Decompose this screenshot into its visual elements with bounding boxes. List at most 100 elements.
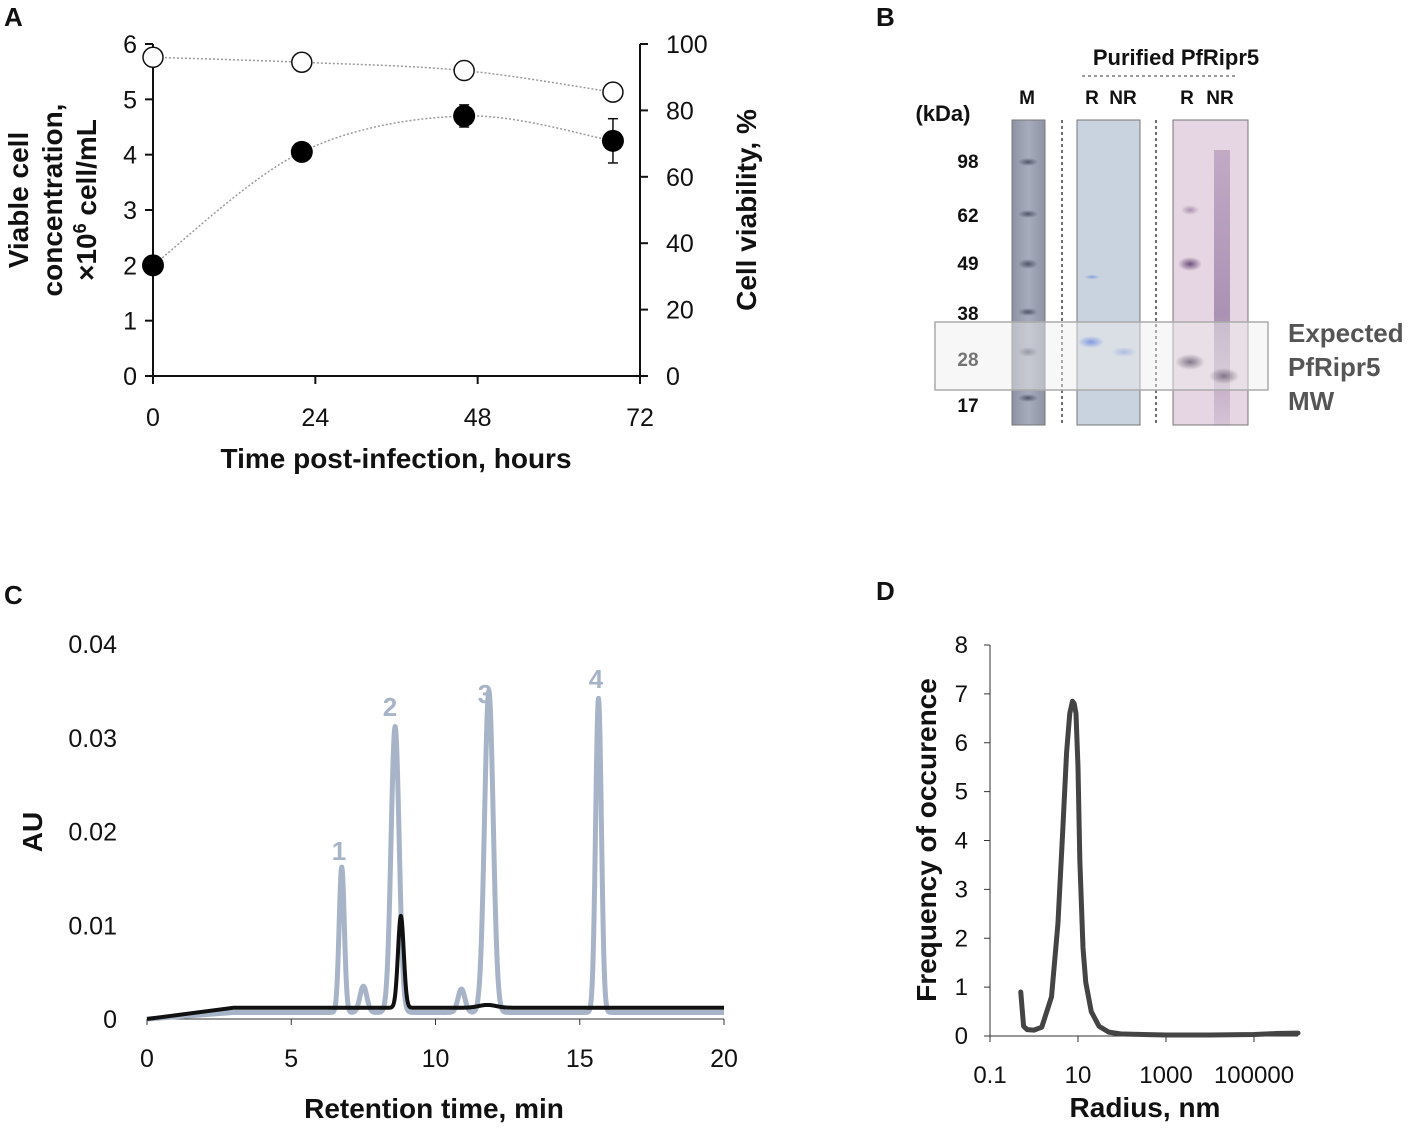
expected-line3: MW: [1288, 386, 1335, 416]
mw-28: 28: [957, 350, 978, 371]
marker-band-62: [1018, 210, 1038, 218]
a-trendline-right: [152, 56, 614, 93]
c-x-tick-label: 5: [284, 1045, 298, 1073]
a-right-tick-label: 100: [666, 31, 708, 59]
a-right-tick-label: 20: [666, 297, 694, 325]
coomassie-faint-band: [1084, 274, 1100, 280]
c-x-tick-label: 0: [140, 1045, 154, 1073]
c-x-tick-label: 20: [710, 1045, 738, 1073]
a-point-viable-cell: [290, 140, 313, 163]
peak-label-2: 2: [383, 692, 397, 722]
a-left-tick-label: 3: [123, 197, 137, 225]
peak-label-3: 3: [478, 679, 492, 709]
a-x-tick-label: 24: [301, 404, 329, 432]
marker-lane-label: M: [1019, 88, 1035, 109]
d-y-tick-label: 1: [955, 974, 968, 1001]
panel-d-x-title: Radius, nm: [1070, 1092, 1221, 1123]
c-y-tick-label: 0.02: [68, 819, 117, 847]
a-left-tick-label: 5: [123, 86, 137, 114]
a-trendline-left: [152, 115, 614, 266]
peak-label-1: 1: [332, 836, 346, 866]
d-x-tick-label: 100000: [1214, 1062, 1294, 1089]
c-y-tick-label: 0.04: [68, 631, 117, 659]
a-right-tick-label: 40: [666, 230, 694, 258]
c-x-tick-label: 10: [422, 1045, 450, 1073]
d-y-tick-label: 3: [955, 876, 968, 903]
panel-a-left-y-title: Viable cell concentration, ×106 cell/mL: [3, 104, 102, 297]
coomassie-band-r: [1078, 336, 1104, 348]
a-right-tick-label: 60: [666, 164, 694, 192]
a-right-tick-label: 80: [666, 97, 694, 125]
panel-b-label: B: [876, 2, 895, 32]
a-point-viability: [142, 46, 164, 69]
mw-49: 49: [957, 254, 978, 275]
d-y-tick-label: 4: [955, 828, 968, 855]
marker-band-98: [1018, 158, 1038, 166]
a-point-viable-cell: [601, 129, 624, 152]
marker-band-38: [1018, 308, 1038, 316]
panel-c-y-title: AU: [17, 812, 48, 852]
c-y-tick-label: 0: [103, 1006, 117, 1034]
panel-c-x-title: Retention time, min: [304, 1093, 564, 1124]
mw-marker-labels: 98 62 49 38 28 17: [957, 152, 978, 417]
d-y-tick-label: 0: [955, 1023, 968, 1050]
mw-62: 62: [957, 206, 978, 227]
panel-d: D 0.1 10 1000 100000 0 1 2 3 4 5 6 7 8 Radius, nm F…: [876, 576, 1301, 1123]
panel-a-right-y-title: Cell viability, %: [731, 109, 762, 311]
c-x-tick-label: 15: [566, 1045, 594, 1073]
a-point-viable-cell: [142, 254, 164, 277]
coomassie-band-nr: [1112, 347, 1136, 357]
coomassie-gel: [1076, 119, 1141, 426]
a-point-viability: [602, 81, 624, 103]
a-left-tick-label: 0: [123, 363, 137, 391]
marker-band-28: [1018, 347, 1038, 357]
panel-a-y-title-line1: Viable cell: [3, 132, 34, 268]
c-series-line-sample: [145, 913, 726, 1021]
y-title-unit: cell/mL: [71, 119, 102, 223]
purified-header: Purified PfRipr5: [1093, 45, 1259, 70]
western-band-r: [1175, 354, 1205, 370]
panel-d-y-title: Frequency of occurence: [911, 678, 942, 1002]
expected-line2: PfRipr5: [1288, 352, 1380, 382]
a-point-viability: [291, 51, 313, 74]
panel-d-label: D: [876, 576, 895, 606]
y-title-exponent: 6: [70, 223, 90, 233]
lane-label-western-r: R: [1180, 88, 1194, 109]
a-point-viability: [453, 59, 475, 82]
marker-band-49: [1018, 259, 1038, 269]
marker-lane: [1011, 119, 1046, 426]
d-x-tick-label: 10: [1065, 1062, 1092, 1089]
a-left-tick-label: 2: [123, 252, 137, 280]
panel-a-label: A: [4, 2, 23, 32]
mw-38: 38: [957, 304, 978, 325]
western-faint-band-top: [1181, 205, 1199, 215]
d-y-tick-label: 2: [955, 925, 968, 952]
a-x-tick-label: 72: [626, 404, 654, 432]
marker-band-17: [1018, 394, 1038, 402]
y-title-times-ten: ×10: [71, 233, 102, 281]
panel-a: A 0 1 2 3 4 5 6 0 20 40 60 80 100 0 24 48 72 Time post…: [3, 2, 762, 474]
western-nr-smear: [1214, 150, 1230, 425]
d-y-tick-label: 8: [955, 632, 968, 659]
expected-line1: Expected: [1288, 318, 1404, 348]
mw-17: 17: [957, 396, 978, 417]
a-x-tick-label: 48: [464, 404, 492, 432]
d-x-tick-label: 1000: [1139, 1062, 1192, 1089]
c-y-tick-label: 0.01: [68, 912, 117, 940]
panel-a-x-title: Time post-infection, hours: [220, 443, 571, 474]
lane-label-coomassie-r: R: [1085, 88, 1099, 109]
d-x-tick-label: 0.1: [973, 1062, 1006, 1089]
c-series-line-standard: [144, 688, 727, 1022]
panel-a-y-title-line2: concentration,: [37, 104, 68, 297]
western-band-49: [1178, 257, 1202, 271]
panel-a-y-title-line3: ×106 cell/mL: [70, 119, 102, 281]
a-left-tick-label: 1: [123, 308, 137, 336]
panel-c-label: C: [4, 580, 23, 610]
lane-label-coomassie-nr: NR: [1109, 88, 1137, 109]
d-y-tick-label: 6: [955, 730, 968, 757]
a-right-tick-label: 0: [666, 363, 680, 391]
kda-label: (kDa): [915, 101, 970, 126]
d-y-tick-label: 7: [955, 681, 968, 708]
western-band-nr: [1209, 368, 1239, 384]
